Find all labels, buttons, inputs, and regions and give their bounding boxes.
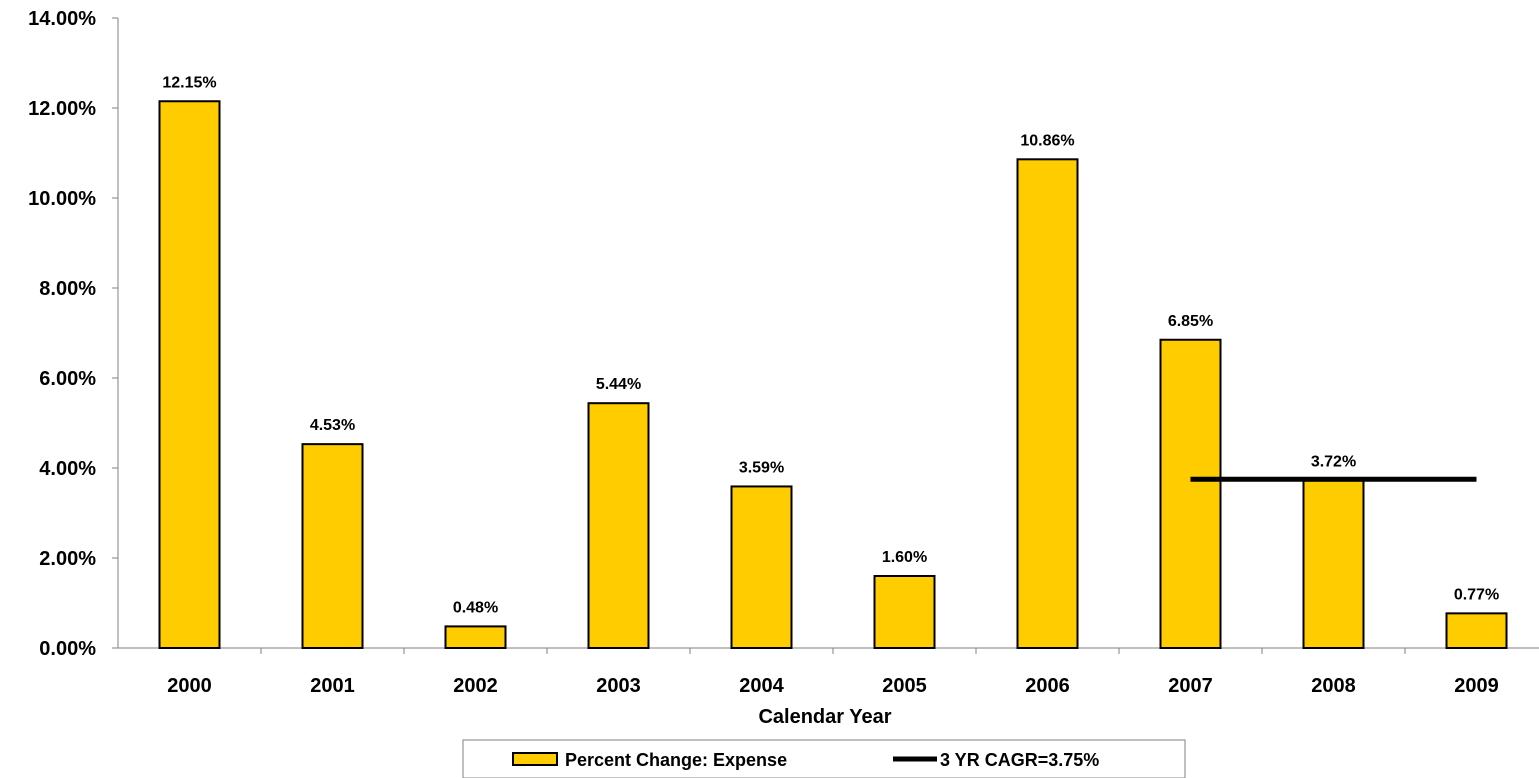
x-axis-title: Calendar Year — [758, 706, 891, 728]
data-label: 12.15% — [162, 74, 216, 91]
bar — [1016, 158, 1079, 650]
legend: Percent Change: Expense 3 YR CAGR=3.75% — [462, 739, 1186, 778]
x-tick-label: 2007 — [1168, 675, 1213, 697]
data-label: 0.77% — [1454, 586, 1499, 603]
bar — [587, 402, 650, 650]
x-tick-label: 2003 — [596, 675, 641, 697]
x-tick-label: 2005 — [882, 675, 927, 697]
data-label: 3.59% — [739, 459, 784, 476]
y-tick-label: 4.00% — [39, 458, 96, 480]
x-tick-label: 2008 — [1311, 675, 1356, 697]
bar — [730, 485, 793, 650]
data-label: 6.85% — [1168, 313, 1213, 330]
y-tick-label: 0.00% — [39, 638, 96, 660]
data-labels: 12.15% 4.53% 0.48% 5.44% 3.59% 1.60% 10.86% 6.8… — [162, 74, 1499, 616]
x-tick-label: 2002 — [453, 675, 498, 697]
data-label: 0.48% — [453, 599, 498, 616]
bar — [1159, 338, 1222, 649]
y-tick-label: 10.00% — [28, 188, 96, 210]
legend-swatch-expense — [512, 752, 558, 766]
y-axis: 0.00% 2.00% 4.00% 6.00% 8.00% 10.00% 12.00% 14.… — [28, 8, 119, 660]
data-label: 4.53% — [310, 417, 355, 434]
bar — [1302, 479, 1365, 649]
legend-box — [462, 739, 1186, 778]
legend-label-cagr: 3 YR CAGR=3.75% — [940, 750, 1099, 770]
x-axis: 2000 2001 2002 2003 2004 2005 2006 2007 2008 2009 — [118, 647, 1539, 697]
data-label: 10.86% — [1020, 132, 1074, 149]
x-tick-label: 2001 — [310, 675, 355, 697]
x-tick-label: 2006 — [1025, 675, 1070, 697]
bar — [1445, 612, 1508, 649]
y-tick-label: 8.00% — [39, 278, 96, 300]
data-label: 3.72% — [1311, 454, 1356, 471]
data-label: 1.60% — [882, 549, 927, 566]
x-tick-label: 2000 — [167, 675, 212, 697]
bar — [301, 443, 364, 649]
bar-series — [158, 100, 1508, 650]
x-tick-label: 2004 — [739, 675, 784, 697]
bar — [873, 575, 936, 649]
bar — [158, 100, 221, 649]
x-tick-label: 2009 — [1454, 675, 1499, 697]
data-label: 5.44% — [596, 376, 641, 393]
y-tick-label: 12.00% — [28, 98, 96, 120]
y-tick-label: 6.00% — [39, 368, 96, 390]
bar — [444, 625, 507, 650]
y-tick-label: 14.00% — [28, 8, 96, 30]
legend-label-expense: Percent Change: Expense — [565, 750, 787, 770]
y-tick-label: 2.00% — [39, 548, 96, 570]
